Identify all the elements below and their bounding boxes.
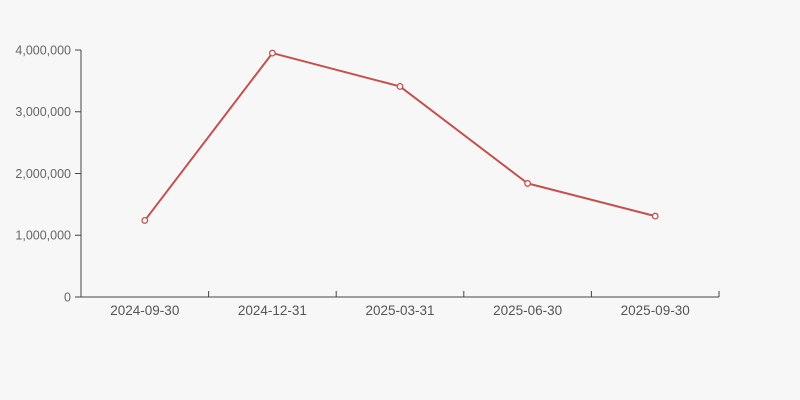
data-point-marker[interactable]	[651, 212, 659, 220]
data-point-marker[interactable]	[268, 49, 276, 57]
y-tick-label: 2,000,000	[15, 167, 71, 181]
x-tick-label: 2024-12-31	[238, 303, 307, 318]
data-point-marker[interactable]	[396, 82, 404, 90]
data-point-marker[interactable]	[141, 216, 149, 224]
y-tick-label: 1,000,000	[15, 229, 71, 243]
y-tick-label: 3,000,000	[15, 105, 71, 119]
x-tick-label: 2025-06-30	[493, 303, 562, 318]
y-tick-label: 0	[64, 290, 71, 304]
series-line	[143, 52, 657, 222]
x-tick-label: 2025-09-30	[621, 303, 690, 318]
x-tick-label: 2025-03-31	[365, 303, 434, 318]
data-point-marker[interactable]	[524, 179, 532, 187]
y-tick-label: 4,000,000	[15, 43, 71, 57]
x-tick-label: 2024-09-30	[110, 303, 179, 318]
